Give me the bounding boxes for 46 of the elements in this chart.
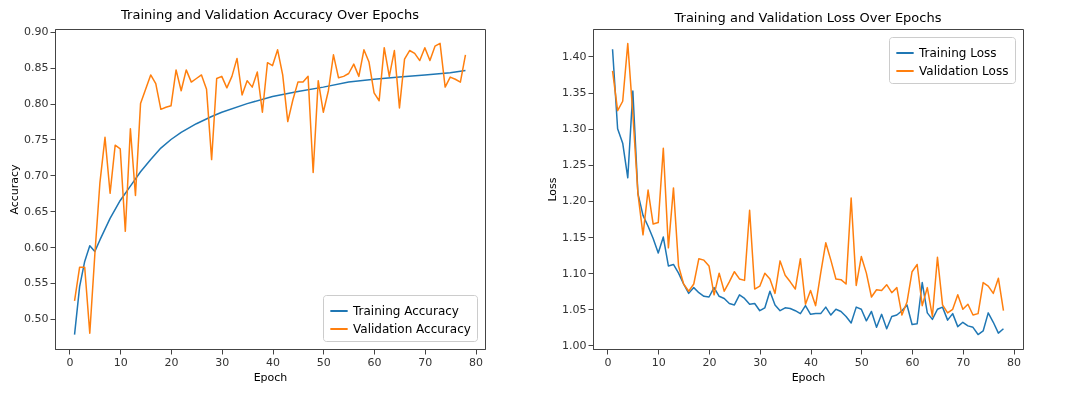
- y-tick-label: 1.25: [562, 158, 587, 172]
- chart-title: Training and Validation Accuracy Over Epochs: [120, 6, 420, 22]
- x-tick-label: 40: [804, 355, 819, 369]
- y-tick-label: 0.75: [24, 132, 49, 146]
- x-tick-label: 0: [66, 355, 74, 369]
- y-tick-label: 0.90: [24, 25, 49, 39]
- x-axis-title: Epoch: [791, 370, 826, 384]
- x-tick-label: 50: [854, 355, 869, 369]
- y-tick-label: 0.55: [24, 276, 49, 290]
- x-axis-title: Epoch: [253, 370, 288, 384]
- y-tick-label: 0.80: [24, 97, 49, 111]
- x-tick-label: 10: [651, 355, 666, 369]
- y-tick-label: 1.10: [562, 266, 587, 280]
- y-tick-label: 1.05: [562, 302, 587, 316]
- y-tick-label: 1.35: [562, 86, 587, 100]
- x-tick-label: 70: [418, 355, 433, 369]
- x-tick-label: 70: [956, 355, 971, 369]
- y-tick-label: 1.00: [562, 338, 587, 352]
- chart-title: Training and Validation Loss Over Epochs: [673, 10, 942, 25]
- y-tick-label: 0.85: [24, 61, 49, 75]
- legend-label: Validation Accuracy: [353, 322, 471, 336]
- y-axis-title: Accuracy: [8, 163, 22, 215]
- x-tick-label: 20: [164, 355, 179, 369]
- x-tick-label: 80: [469, 355, 484, 369]
- y-tick-label: 0.60: [24, 240, 49, 254]
- y-tick-label: 0.70: [24, 168, 49, 182]
- y-tick-label: 1.20: [562, 194, 587, 208]
- y-axis-title: Loss: [546, 177, 560, 202]
- x-tick-label: 10: [113, 355, 128, 369]
- x-tick-label: 0: [604, 355, 612, 369]
- x-tick-label: 60: [905, 355, 920, 369]
- x-tick-label: 50: [316, 355, 331, 369]
- x-tick-label: 30: [753, 355, 768, 369]
- legend-label: Training Accuracy: [352, 304, 459, 318]
- x-tick-label: 30: [215, 355, 230, 369]
- x-tick-label: 20: [702, 355, 717, 369]
- y-tick-label: 1.15: [562, 230, 587, 244]
- legend-label: Training Loss: [918, 46, 997, 60]
- y-tick-label: 1.30: [562, 122, 587, 136]
- y-tick-label: 1.40: [562, 49, 587, 63]
- legend-label: Validation Loss: [919, 64, 1009, 78]
- y-tick-label: 0.50: [24, 312, 49, 326]
- x-tick-label: 80: [1007, 355, 1022, 369]
- y-tick-label: 0.65: [24, 204, 49, 218]
- x-tick-label: 60: [367, 355, 382, 369]
- x-tick-label: 40: [266, 355, 281, 369]
